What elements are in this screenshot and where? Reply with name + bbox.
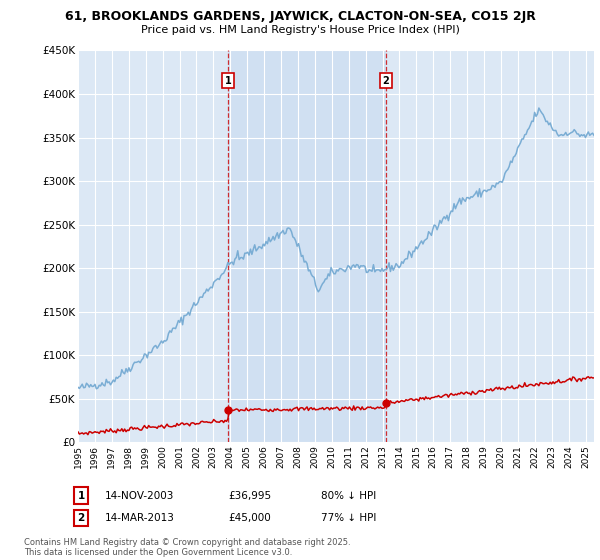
Text: 1: 1	[224, 76, 232, 86]
Text: Contains HM Land Registry data © Crown copyright and database right 2025.
This d: Contains HM Land Registry data © Crown c…	[24, 538, 350, 557]
Text: Price paid vs. HM Land Registry's House Price Index (HPI): Price paid vs. HM Land Registry's House …	[140, 25, 460, 35]
Bar	[228, 50, 386, 442]
Text: 2: 2	[383, 76, 389, 86]
Text: 14-NOV-2003: 14-NOV-2003	[105, 491, 175, 501]
Text: 61, BROOKLANDS GARDENS, JAYWICK, CLACTON-ON-SEA, CO15 2JR: 61, BROOKLANDS GARDENS, JAYWICK, CLACTON…	[65, 10, 535, 23]
Text: 2: 2	[77, 513, 85, 523]
Text: £45,000: £45,000	[228, 513, 271, 523]
Text: 14-MAR-2013: 14-MAR-2013	[105, 513, 175, 523]
Text: 1: 1	[77, 491, 85, 501]
Text: £36,995: £36,995	[228, 491, 271, 501]
Text: 80% ↓ HPI: 80% ↓ HPI	[321, 491, 376, 501]
Text: 77% ↓ HPI: 77% ↓ HPI	[321, 513, 376, 523]
